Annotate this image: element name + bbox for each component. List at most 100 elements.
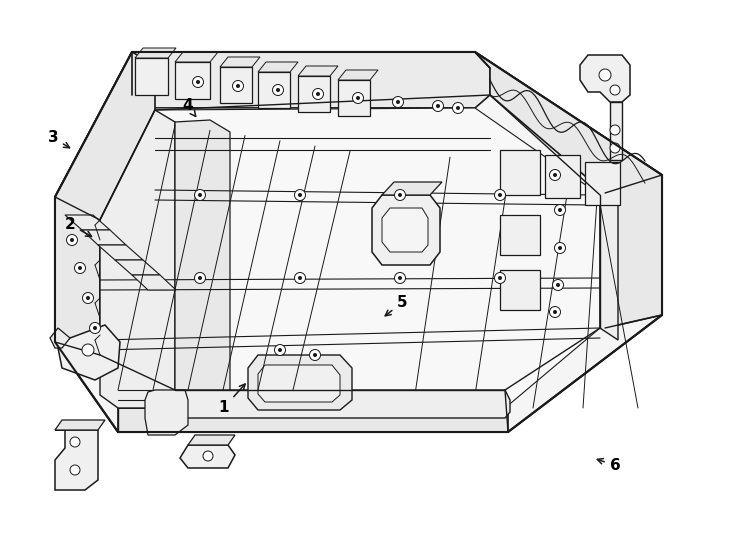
Circle shape bbox=[553, 280, 564, 291]
Circle shape bbox=[198, 276, 202, 280]
Polygon shape bbox=[115, 260, 160, 275]
Polygon shape bbox=[175, 62, 210, 99]
Circle shape bbox=[275, 345, 286, 355]
Polygon shape bbox=[55, 420, 105, 430]
Circle shape bbox=[310, 349, 321, 361]
Polygon shape bbox=[338, 70, 378, 80]
Circle shape bbox=[357, 97, 360, 99]
Circle shape bbox=[554, 242, 565, 253]
Polygon shape bbox=[600, 195, 618, 340]
Circle shape bbox=[394, 190, 405, 200]
Polygon shape bbox=[500, 215, 540, 255]
Polygon shape bbox=[50, 328, 70, 348]
Circle shape bbox=[553, 173, 556, 177]
Polygon shape bbox=[55, 52, 155, 355]
Polygon shape bbox=[220, 57, 260, 67]
Circle shape bbox=[559, 246, 562, 249]
Polygon shape bbox=[338, 80, 370, 116]
Circle shape bbox=[67, 234, 78, 246]
Polygon shape bbox=[500, 270, 540, 310]
Polygon shape bbox=[500, 150, 540, 195]
Polygon shape bbox=[188, 435, 235, 445]
Circle shape bbox=[399, 276, 401, 280]
Polygon shape bbox=[135, 58, 168, 95]
Polygon shape bbox=[220, 67, 252, 103]
Polygon shape bbox=[168, 390, 510, 418]
Circle shape bbox=[70, 465, 80, 475]
Polygon shape bbox=[382, 208, 428, 252]
Text: 5: 5 bbox=[385, 295, 407, 316]
Circle shape bbox=[70, 239, 73, 241]
Circle shape bbox=[432, 100, 443, 111]
Circle shape bbox=[498, 276, 501, 280]
Circle shape bbox=[197, 80, 200, 84]
Text: 2: 2 bbox=[65, 217, 92, 237]
Circle shape bbox=[294, 190, 305, 200]
Circle shape bbox=[233, 80, 244, 91]
Circle shape bbox=[236, 84, 239, 87]
Polygon shape bbox=[258, 365, 340, 402]
Polygon shape bbox=[258, 72, 290, 108]
Polygon shape bbox=[145, 390, 188, 435]
Polygon shape bbox=[175, 120, 230, 408]
Circle shape bbox=[93, 327, 96, 329]
Circle shape bbox=[299, 276, 302, 280]
Polygon shape bbox=[545, 155, 580, 198]
Polygon shape bbox=[258, 62, 298, 72]
Polygon shape bbox=[55, 430, 98, 490]
Circle shape bbox=[192, 77, 203, 87]
Polygon shape bbox=[100, 110, 175, 355]
Circle shape bbox=[70, 437, 80, 447]
Polygon shape bbox=[132, 275, 176, 290]
Circle shape bbox=[495, 190, 506, 200]
Circle shape bbox=[498, 193, 501, 197]
Circle shape bbox=[399, 193, 401, 197]
Circle shape bbox=[452, 103, 463, 113]
Circle shape bbox=[396, 100, 399, 104]
Circle shape bbox=[272, 84, 283, 96]
Circle shape bbox=[203, 451, 213, 461]
Circle shape bbox=[313, 354, 316, 356]
Circle shape bbox=[352, 92, 363, 104]
Polygon shape bbox=[55, 52, 662, 432]
Polygon shape bbox=[475, 52, 662, 328]
Circle shape bbox=[278, 348, 282, 352]
Polygon shape bbox=[248, 355, 352, 410]
Circle shape bbox=[610, 85, 620, 95]
Polygon shape bbox=[580, 55, 630, 102]
Polygon shape bbox=[100, 110, 175, 408]
Circle shape bbox=[79, 267, 81, 269]
Circle shape bbox=[554, 205, 565, 215]
Circle shape bbox=[550, 170, 561, 180]
Circle shape bbox=[559, 208, 562, 212]
Circle shape bbox=[550, 307, 561, 318]
Polygon shape bbox=[144, 108, 480, 120]
Circle shape bbox=[495, 273, 506, 284]
Circle shape bbox=[294, 273, 305, 284]
Polygon shape bbox=[175, 52, 218, 62]
Text: 1: 1 bbox=[219, 384, 245, 415]
Polygon shape bbox=[585, 162, 620, 205]
Circle shape bbox=[553, 310, 556, 314]
Text: 3: 3 bbox=[48, 130, 70, 148]
Circle shape bbox=[394, 273, 405, 284]
Polygon shape bbox=[118, 408, 508, 432]
Circle shape bbox=[457, 106, 459, 110]
Circle shape bbox=[82, 344, 94, 356]
Polygon shape bbox=[298, 76, 330, 112]
Text: 6: 6 bbox=[597, 458, 620, 473]
Circle shape bbox=[198, 193, 202, 197]
Circle shape bbox=[437, 105, 440, 107]
Circle shape bbox=[610, 143, 620, 153]
Polygon shape bbox=[132, 52, 490, 108]
Circle shape bbox=[90, 322, 101, 334]
Circle shape bbox=[74, 262, 85, 273]
Text: 4: 4 bbox=[182, 98, 196, 117]
Polygon shape bbox=[65, 215, 110, 230]
Circle shape bbox=[316, 92, 319, 96]
Polygon shape bbox=[298, 66, 338, 76]
Polygon shape bbox=[372, 195, 440, 265]
Polygon shape bbox=[82, 230, 126, 245]
Polygon shape bbox=[135, 48, 176, 58]
Polygon shape bbox=[610, 102, 622, 160]
